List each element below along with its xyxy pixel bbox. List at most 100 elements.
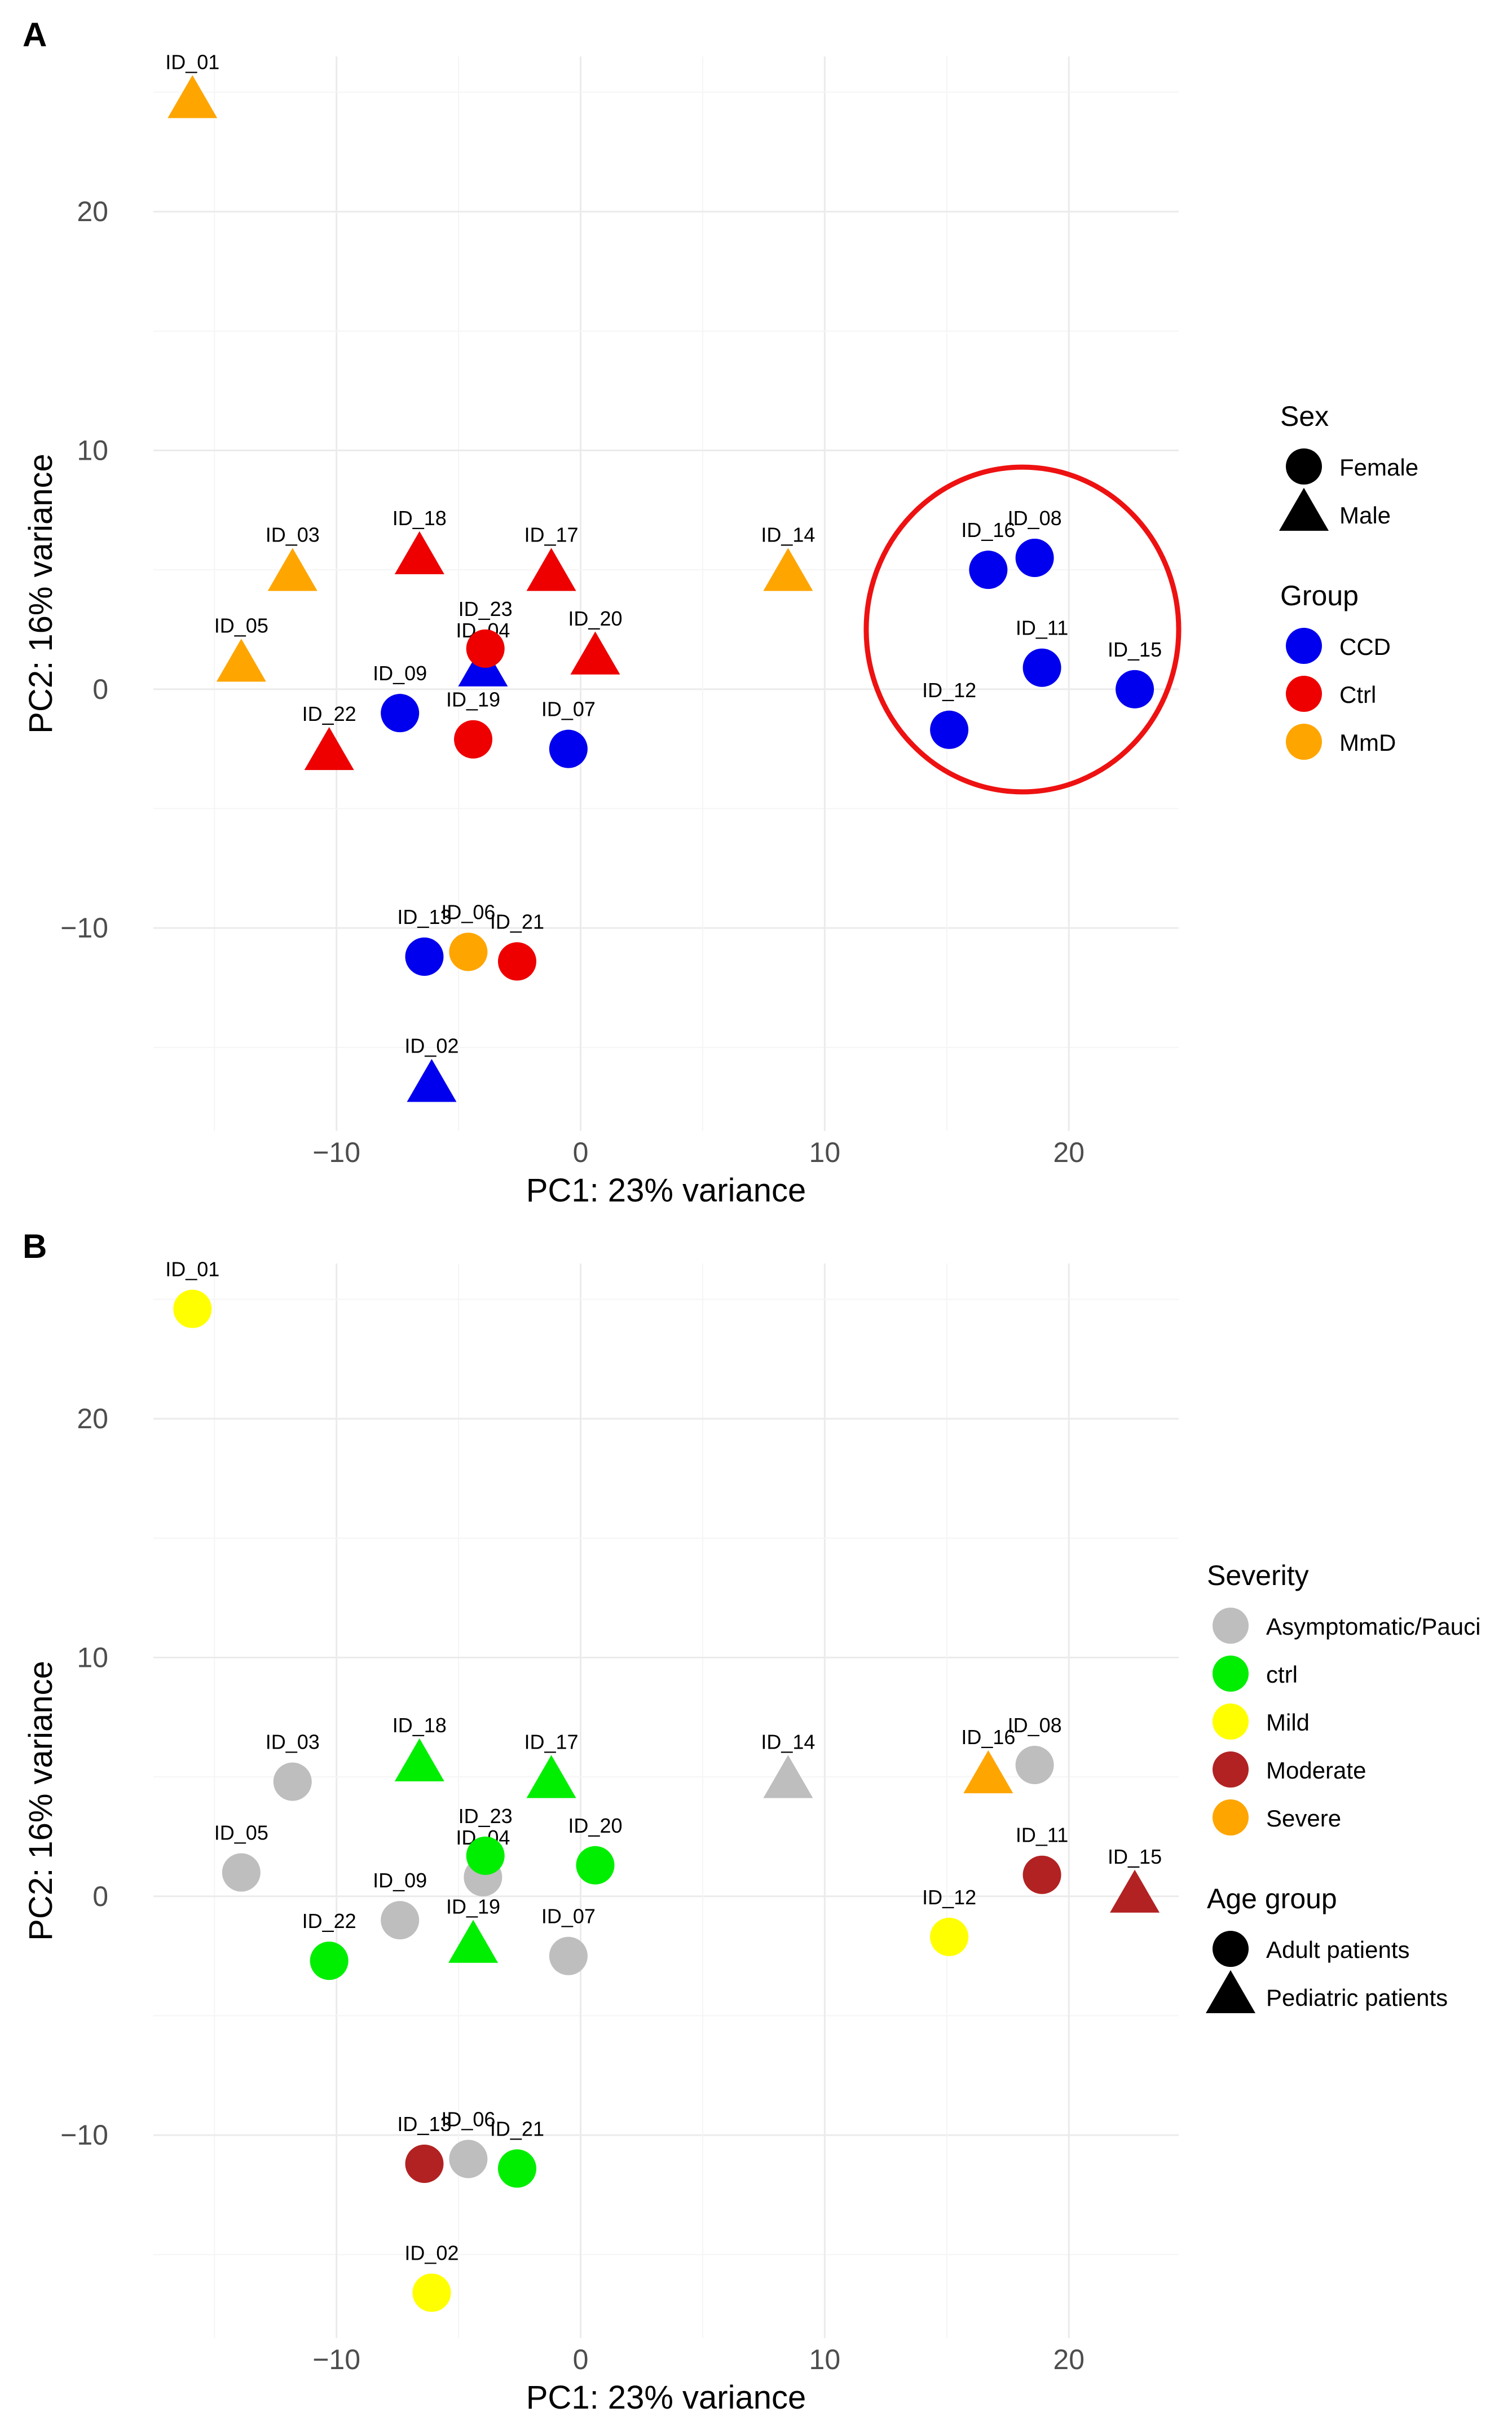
legend-item-label: Asymptomatic/Pauci [1266, 1613, 1480, 1640]
data-point-circle [449, 2140, 488, 2178]
data-point-circle [381, 694, 420, 733]
data-point-label: ID_07 [541, 1905, 596, 1928]
data-point-label: ID_22 [302, 1909, 356, 1933]
legend-key-triangle [1279, 487, 1329, 531]
legend-key-triangle [1206, 1970, 1255, 2013]
data-point-label: ID_12 [922, 679, 976, 702]
legend-item-label: Male [1339, 502, 1391, 529]
data-point-label: ID_14 [761, 523, 815, 547]
legend-key-circle [1213, 1799, 1249, 1835]
data-point-circle [497, 2149, 536, 2188]
data-point-label: ID_02 [404, 2242, 459, 2265]
data-point-label: ID_21 [490, 2117, 544, 2140]
legend-item-label: Mild [1266, 1709, 1310, 1736]
x-tick-label: −10 [312, 2344, 360, 2375]
data-point-label: ID_08 [1008, 1714, 1062, 1737]
legend-key-circle [1213, 1931, 1249, 1967]
data-point-circle [1116, 670, 1154, 708]
data-point-circle [549, 729, 588, 768]
y-tick-label: 20 [77, 196, 108, 227]
legend-key-circle [1213, 1608, 1249, 1644]
legend-title: Sex [1280, 400, 1329, 432]
y-tick-label: 20 [77, 1403, 108, 1434]
data-point-triangle [407, 1059, 457, 1102]
legend-key-circle [1286, 724, 1322, 760]
data-point-triangle [570, 631, 620, 675]
panel-letter: B [23, 1227, 47, 1265]
data-point-label: ID_18 [393, 1714, 447, 1737]
data-point-triangle [216, 639, 266, 682]
data-point-label: ID_09 [373, 1869, 427, 1892]
data-point-triangle [963, 1750, 1013, 1794]
data-point-circle [405, 937, 444, 976]
data-point-circle [576, 1846, 615, 1885]
data-point-label: ID_18 [393, 507, 447, 530]
panel-a-chart: A −10 0 10 20 −10 0 10 20 PC1: 23% variance PC2: 1… [23, 16, 1418, 1209]
data-point-circle [412, 2273, 451, 2312]
grid-lines [153, 56, 1179, 1131]
legend: Severity Asymptomatic/Pauci ctrl Mild Modera… [1206, 1560, 1480, 2013]
data-point-triangle [526, 548, 576, 591]
data-point-circle [497, 942, 536, 981]
data-point-label: ID_02 [404, 1035, 459, 1058]
data-point-label: ID_06 [441, 901, 495, 924]
panel-b-chart: B −10 0 10 20 −10 0 10 20 PC1: 23% variance PC2: 1… [23, 1227, 1480, 2416]
legend-item-label: Adult patients [1266, 1936, 1410, 1963]
highlight-cluster-circle [863, 464, 1182, 795]
data-point-circle [969, 551, 1008, 589]
data-point-label: ID_08 [1008, 507, 1062, 530]
legend-item-label: Severe [1266, 1805, 1341, 1832]
data-point-triangle [448, 1920, 499, 1963]
legend-title: Group [1280, 580, 1359, 611]
y-axis-title: PC2: 16% variance [23, 1661, 59, 1940]
legend-key-circle [1213, 1703, 1249, 1740]
y-tick-label: −10 [60, 912, 108, 944]
data-point-circle [449, 932, 488, 971]
grid-lines [153, 1264, 1179, 2338]
data-point-label: ID_03 [266, 1731, 320, 1754]
panel-letter: A [23, 16, 47, 54]
x-tick-label: 20 [1053, 1137, 1085, 1168]
data-point-label: ID_15 [1108, 638, 1162, 661]
legend-key-circle [1286, 448, 1322, 485]
data-point-triangle [526, 1755, 576, 1798]
data-point-label: ID_16 [961, 1725, 1015, 1749]
data-point-circle [1015, 539, 1054, 577]
data-point-label: ID_21 [490, 910, 544, 933]
data-point-label: ID_13 [397, 2112, 451, 2136]
data-point-circle [454, 720, 493, 759]
x-tick-label: 0 [573, 2344, 589, 2375]
data-point-circle [466, 629, 505, 668]
data-point-circle [930, 1917, 969, 1956]
data-point-triangle [267, 548, 318, 591]
data-point-triangle [763, 548, 813, 591]
data-point-circle [1022, 648, 1061, 687]
data-point-label: ID_17 [524, 523, 579, 547]
data-point-circle [273, 1762, 312, 1801]
data-points: ID_01ID_02ID_03ID_04ID_05ID_06ID_07ID_08… [165, 50, 1162, 1102]
x-axis-title: PC1: 23% variance [526, 1172, 806, 1209]
legend-key-circle [1213, 1656, 1249, 1692]
data-point-circle [1015, 1746, 1054, 1784]
data-point-triangle [304, 727, 354, 771]
data-point-label: ID_20 [568, 1814, 622, 1837]
data-point-label: ID_19 [446, 1895, 500, 1918]
legend-item-label: Moderate [1266, 1757, 1366, 1784]
data-point-triangle [167, 75, 218, 118]
y-axis-title: PC2: 16% variance [23, 454, 59, 733]
data-point-label: ID_22 [302, 702, 356, 725]
data-points: ID_01ID_02ID_03ID_04ID_05ID_06ID_07ID_08… [165, 1257, 1162, 2312]
y-tick-label: −10 [60, 2119, 108, 2151]
x-tick-label: −10 [312, 1137, 360, 1168]
data-point-label: ID_06 [441, 2108, 495, 2131]
legend-item-label: ctrl [1266, 1661, 1298, 1688]
legend-item-label: Female [1339, 454, 1418, 481]
data-point-circle [930, 710, 969, 749]
y-tick-label: 10 [77, 1642, 108, 1674]
data-point-label: ID_23 [459, 597, 513, 620]
legend-key-circle [1286, 628, 1322, 664]
legend-key-circle [1213, 1751, 1249, 1788]
data-point-label: ID_19 [446, 688, 500, 711]
